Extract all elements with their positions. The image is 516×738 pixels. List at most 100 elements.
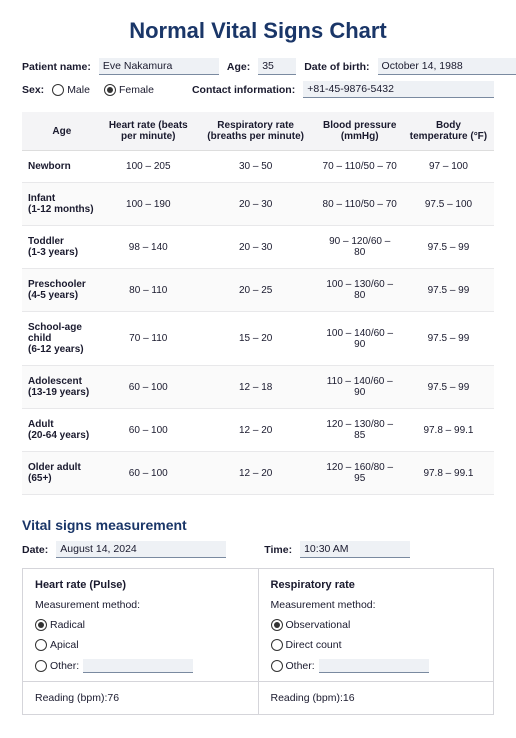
table-cell: 60 – 100 [102, 409, 195, 452]
time-label: Time: [264, 544, 292, 556]
page-title: Normal Vital Signs Chart [22, 18, 494, 44]
patient-name-label: Patient name: [22, 61, 91, 73]
sex-male-radio[interactable]: Male [52, 84, 90, 96]
hr-reading-value: 76 [107, 692, 119, 704]
table-cell: 12 – 20 [195, 452, 317, 495]
rr-opt3-label: Other: [286, 660, 315, 672]
hr-opt1-label: Radical [50, 619, 85, 631]
contact-input[interactable] [303, 81, 494, 98]
table-cell: 97.5 – 99 [403, 312, 494, 366]
table-cell: 97.5 – 99 [403, 226, 494, 269]
radio-icon [271, 660, 283, 672]
hr-other-input[interactable] [83, 659, 193, 673]
hr-opt3-label: Other: [50, 660, 79, 672]
rr-title: Respiratory rate [271, 579, 482, 591]
radio-icon [271, 639, 283, 651]
hr-reading-label: Reading (bpm): [35, 692, 107, 704]
table-cell: 80 – 110/50 – 70 [317, 183, 403, 226]
dob-label: Date of birth: [304, 61, 369, 73]
hr-reading-row: Reading (bpm):76 [23, 681, 258, 714]
radio-icon [52, 84, 64, 96]
female-label: Female [119, 84, 154, 96]
sex-label: Sex: [22, 84, 44, 96]
radio-icon [271, 619, 283, 631]
table-cell: Adolescent(13-19 years) [22, 366, 102, 409]
age-input[interactable] [258, 58, 296, 75]
table-cell: 120 – 160/80 – 95 [317, 452, 403, 495]
measurement-grid: Heart rate (Pulse) Measurement method: R… [22, 568, 494, 715]
table-cell: 98 – 140 [102, 226, 195, 269]
table-cell: 12 – 18 [195, 366, 317, 409]
hr-opt2-label: Apical [50, 639, 79, 651]
dob-input[interactable] [378, 58, 516, 75]
table-cell: Newborn [22, 151, 102, 183]
table-cell: 97.8 – 99.1 [403, 409, 494, 452]
sex-female-radio[interactable]: Female [104, 84, 154, 96]
table-cell: 110 – 140/60 – 90 [317, 366, 403, 409]
contact-label: Contact information: [192, 84, 295, 96]
table-row: Adult(20-64 years)60 – 10012 – 20120 – 1… [22, 409, 494, 452]
rr-opt1-label: Observational [286, 619, 351, 631]
respiratory-rate-column: Respiratory rate Measurement method: Obs… [259, 569, 494, 714]
table-cell: Toddler(1-3 years) [22, 226, 102, 269]
table-cell: School-age child(6-12 years) [22, 312, 102, 366]
table-cell: 60 – 100 [102, 366, 195, 409]
rr-opt-direct[interactable]: Direct count [271, 639, 482, 651]
table-row: Toddler(1-3 years)98 – 14020 – 3090 – 12… [22, 226, 494, 269]
table-cell: 97.5 – 100 [403, 183, 494, 226]
rr-opt-observational[interactable]: Observational [271, 619, 482, 631]
hr-title: Heart rate (Pulse) [35, 579, 246, 591]
table-cell: 97 – 100 [403, 151, 494, 183]
table-cell: 70 – 110/50 – 70 [317, 151, 403, 183]
date-input[interactable] [56, 541, 226, 558]
patient-name-input[interactable] [99, 58, 219, 75]
table-cell: 120 – 130/80 – 85 [317, 409, 403, 452]
table-cell: 20 – 25 [195, 269, 317, 312]
table-row: Newborn100 – 20530 – 5070 – 110/50 – 709… [22, 151, 494, 183]
rr-reading-label: Reading (bpm): [271, 692, 343, 704]
table-cell: 12 – 20 [195, 409, 317, 452]
hr-opt-radical[interactable]: Radical [35, 619, 246, 631]
table-cell: 97.5 – 99 [403, 269, 494, 312]
table-cell: 100 – 205 [102, 151, 195, 183]
table-header: Body temperature (°F) [403, 112, 494, 151]
table-cell: 97.8 – 99.1 [403, 452, 494, 495]
measurement-section-title: Vital signs measurement [22, 517, 494, 533]
hr-opt-other[interactable]: Other: [35, 659, 246, 673]
table-header: Age [22, 112, 102, 151]
radio-icon [104, 84, 116, 96]
rr-opt2-label: Direct count [286, 639, 342, 651]
male-label: Male [67, 84, 90, 96]
age-label: Age: [227, 61, 250, 73]
table-cell: 30 – 50 [195, 151, 317, 183]
table-cell: Infant(1-12 months) [22, 183, 102, 226]
table-cell: 20 – 30 [195, 226, 317, 269]
radio-icon [35, 619, 47, 631]
date-label: Date: [22, 544, 48, 556]
table-cell: 60 – 100 [102, 452, 195, 495]
rr-other-input[interactable] [319, 659, 429, 673]
table-cell: Older adult(65+) [22, 452, 102, 495]
table-header: Respiratory rate (breaths per minute) [195, 112, 317, 151]
table-cell: 90 – 120/60 – 80 [317, 226, 403, 269]
table-cell: 80 – 110 [102, 269, 195, 312]
table-header: Heart rate (beats per minute) [102, 112, 195, 151]
table-row: School-age child(6-12 years)70 – 11015 –… [22, 312, 494, 366]
rr-opt-other[interactable]: Other: [271, 659, 482, 673]
table-row: Adolescent(13-19 years)60 – 10012 – 1811… [22, 366, 494, 409]
table-cell: 70 – 110 [102, 312, 195, 366]
table-cell: Preschooler(4-5 years) [22, 269, 102, 312]
radio-icon [35, 660, 47, 672]
table-row: Preschooler(4-5 years)80 – 11020 – 25100… [22, 269, 494, 312]
hr-opt-apical[interactable]: Apical [35, 639, 246, 651]
heart-rate-column: Heart rate (Pulse) Measurement method: R… [23, 569, 259, 714]
table-cell: 100 – 140/60 – 90 [317, 312, 403, 366]
radio-icon [35, 639, 47, 651]
table-cell: 97.5 – 99 [403, 366, 494, 409]
time-input[interactable] [300, 541, 410, 558]
rr-reading-row: Reading (bpm):16 [259, 681, 494, 714]
table-cell: Adult(20-64 years) [22, 409, 102, 452]
rr-reading-value: 16 [343, 692, 355, 704]
table-cell: 15 – 20 [195, 312, 317, 366]
table-cell: 100 – 190 [102, 183, 195, 226]
